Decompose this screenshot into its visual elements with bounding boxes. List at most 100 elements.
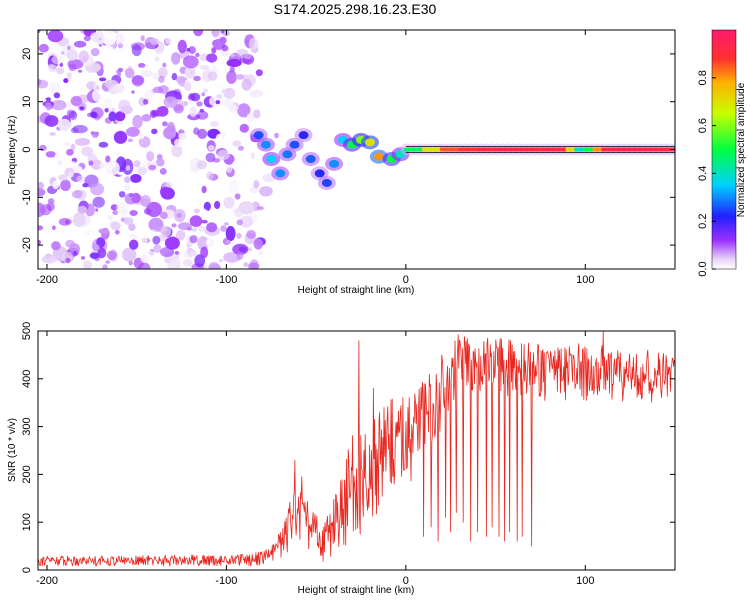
noise-cell (165, 38, 172, 44)
noise-cell (203, 201, 211, 212)
snr-series-line (38, 331, 675, 567)
y-tick-label: 100 (21, 513, 33, 531)
noise-cell (197, 128, 208, 139)
noise-cell (189, 106, 198, 117)
noise-cell (250, 152, 255, 159)
noise-cell (122, 214, 128, 218)
noise-cell (124, 183, 131, 191)
noise-cell (156, 158, 165, 167)
x-tick-label: 100 (576, 274, 594, 286)
noise-cell (223, 87, 236, 99)
noise-cell (113, 130, 128, 144)
noise-cell (66, 72, 72, 80)
snr-plot-frame (37, 330, 676, 571)
noise-cell (38, 225, 44, 231)
noise-cell (98, 228, 109, 234)
noise-cell (123, 217, 134, 226)
noise-cell (223, 196, 235, 209)
signal-blob (364, 138, 375, 147)
signal-blob (321, 178, 332, 187)
noise-cell (116, 201, 128, 215)
y-tick-label: -20 (21, 237, 33, 253)
noise-cell (91, 89, 102, 102)
noise-cell (114, 151, 122, 157)
noise-cell (80, 256, 86, 260)
noise-cell (235, 74, 245, 80)
noise-cell (141, 237, 148, 244)
noise-cell (171, 223, 177, 228)
noise-cell (48, 81, 61, 95)
x-tick-label: 0 (403, 575, 409, 587)
noise-cell (167, 121, 175, 133)
noise-cell (53, 92, 61, 99)
figure-title: S174.2025.298.16.23.E30 (274, 1, 437, 17)
noise-cell (127, 138, 133, 143)
noise-cell (239, 215, 253, 228)
noise-cell (224, 222, 229, 226)
noise-cell (118, 191, 126, 198)
noise-cell (234, 207, 243, 218)
noise-cell (154, 56, 160, 62)
noise-cell (70, 143, 76, 151)
x-tick-label: -200 (36, 274, 58, 286)
noise-cell (38, 30, 41, 33)
noise-cell (38, 202, 46, 218)
noise-cell (167, 256, 181, 269)
noise-cell (196, 110, 209, 120)
noise-cell (189, 215, 203, 227)
noise-cell (193, 75, 201, 82)
noise-cell (158, 85, 169, 95)
noise-cell (104, 108, 109, 113)
noise-cell (187, 99, 194, 105)
noise-cell (189, 235, 198, 244)
noise-cell (143, 98, 149, 105)
noise-cell (60, 179, 71, 192)
colorbar-tick-label: 0.2 (697, 214, 709, 229)
noise-cell (193, 30, 204, 37)
noise-cell (139, 132, 145, 140)
colorbar-label: Normalized spectral amplitude (736, 82, 747, 217)
signal-blob (260, 140, 271, 149)
noise-cell (239, 123, 249, 133)
noise-cell (151, 128, 158, 135)
noise-cell (191, 227, 198, 232)
noise-cell (248, 247, 252, 252)
noise-cell (112, 210, 119, 216)
noise-cell (105, 155, 111, 163)
noise-cell (48, 64, 58, 73)
noise-cell (246, 112, 255, 123)
noise-cell (58, 218, 72, 226)
noise-cell (84, 229, 95, 237)
noise-cell (92, 244, 100, 252)
noise-cell (51, 241, 61, 251)
noise-cell (100, 45, 114, 55)
noise-cell (182, 55, 199, 69)
noise-cell (110, 221, 121, 231)
noise-cell (199, 64, 210, 70)
noise-cell (238, 246, 247, 253)
noise-cell (161, 225, 172, 237)
noise-cell (201, 219, 208, 224)
noise-cell (45, 151, 56, 158)
noise-cell (160, 211, 168, 220)
noise-cell (253, 109, 261, 119)
noise-cell (89, 252, 100, 259)
noise-cell (105, 160, 120, 176)
x-tick-label: -100 (215, 575, 237, 587)
y-tick-label: 20 (21, 48, 33, 60)
noise-cell (63, 141, 72, 147)
noise-cell (56, 67, 65, 75)
noise-cell (72, 190, 83, 199)
noise-cell (140, 35, 145, 42)
noise-cell (238, 145, 244, 151)
noise-cell (51, 55, 64, 65)
noise-cell (108, 111, 117, 122)
colorbar-tick-label: 0.8 (697, 70, 709, 85)
noise-cell (199, 108, 205, 113)
noise-cell (124, 67, 135, 79)
noise-cell (90, 159, 103, 170)
noise-cell (99, 163, 106, 168)
noise-cell (150, 38, 160, 46)
noise-cell (102, 264, 108, 269)
